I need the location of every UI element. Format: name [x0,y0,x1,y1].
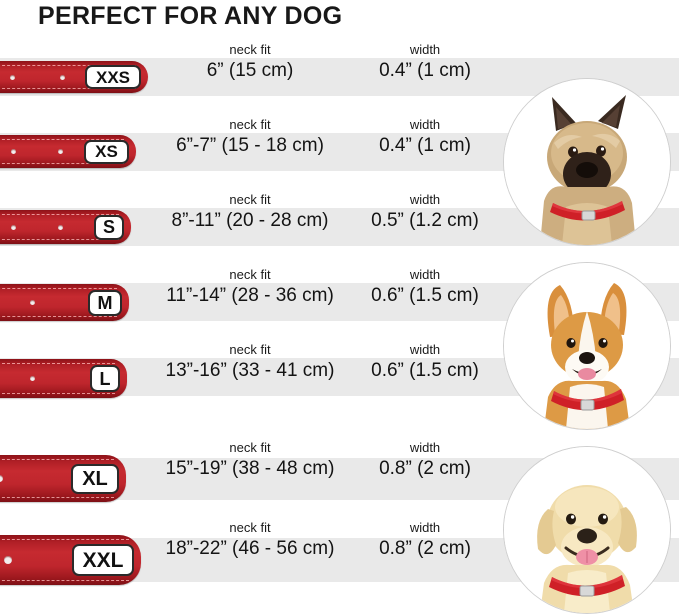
column-header-width: width [409,520,441,535]
neck-fit-value: 15”-19” (38 - 48 cm) [165,458,335,479]
neck-fit-value: 18”-22” (46 - 56 cm) [165,538,335,559]
stitch-line [0,316,117,317]
labrador-illustration [504,447,670,613]
stitch-line [0,88,136,89]
neck-fit-value: 8”-11” (20 - 28 cm) [171,210,329,231]
collar-hole [58,149,63,154]
collar-hole [11,149,16,154]
table-row: neck fit width 15”-19” (38 - 48 cm) 0.8”… [0,440,679,515]
neck-fit-value: 6”-7” (15 - 18 cm) [176,135,324,156]
width-value: 0.5” (1.2 cm) [371,210,479,231]
stitch-line [0,65,136,66]
column-header-width: width [409,192,441,207]
terrier-photo [503,78,671,246]
table-row: neck fit width 13”-16” (33 - 41 cm) 0.6”… [0,342,679,417]
width-value: 0.4” (1 cm) [379,135,471,156]
size-badge: M [88,289,122,316]
column-header-width: width [409,117,441,132]
collar-hole [10,74,15,80]
size-badge: XXL [72,544,134,576]
width-value: 0.6” (1.5 cm) [371,360,479,381]
table-row: neck fit width 11”-14” (28 - 36 cm) 0.6”… [0,267,679,342]
column-header-neck-fit: neck fit [229,117,271,132]
size-badge: XXS [85,65,141,89]
neck-fit-value: 13”-16” (33 - 41 cm) [165,360,335,381]
neck-fit-value: 11”-14” (28 - 36 cm) [166,285,334,306]
width-value: 0.8” (2 cm) [379,458,471,479]
stitch-line [0,163,124,164]
column-header-width: width [409,267,441,282]
corfi-photo-wrapper [503,262,671,430]
stitch-line [0,139,124,140]
stitch-line [0,214,119,215]
column-header-width: width [409,42,441,57]
collar-strip-s: S [0,210,131,244]
collar-strip-xxl: XXL [0,535,141,585]
column-header-neck-fit: neck fit [229,440,271,455]
size-badge: S [94,214,124,240]
column-header-neck-fit: neck fit [229,192,271,207]
neck-fit-value: 6” (15 cm) [206,60,294,81]
column-header-width: width [409,342,441,357]
column-header-width: width [409,440,441,455]
table-row: neck fit width 8”-11” (20 - 28 cm) 0.5” … [0,192,679,267]
table-row: neck fit width 6”-7” (15 - 18 cm) 0.4” (… [0,117,679,192]
collar-hole [4,556,12,564]
stitch-line [0,459,114,460]
collar-strip-m: M [0,284,129,321]
labrador-photo [503,446,671,614]
collar-hole [11,224,16,230]
stitch-line [0,580,129,581]
collar-hole [30,300,35,305]
stitch-line [0,393,115,394]
collar-hole [30,376,35,381]
column-header-neck-fit: neck fit [229,267,271,282]
collar-strip-l: L [0,359,127,398]
column-header-neck-fit: neck fit [229,42,271,57]
stitch-line [0,497,114,498]
column-header-neck-fit: neck fit [229,342,271,357]
table-row: neck fit width 6” (15 cm) 0.4” (1 cm) [0,42,679,117]
width-value: 0.8” (2 cm) [379,538,471,559]
size-badge: XS [84,139,129,164]
width-value: 0.6” (1.5 cm) [371,285,479,306]
collar-strip-xs: XS [0,135,136,168]
stitch-line [0,363,115,364]
stitch-line [0,239,119,240]
collar-hole [58,224,63,230]
collar-hole [0,475,3,482]
collar-strip-xxs: XXS [0,61,148,93]
stitch-line [0,288,117,289]
width-value: 0.4” (1 cm) [379,60,471,81]
terrier-illustration [504,79,670,245]
table-row: neck fit width 18”-22” (46 - 56 cm) 0.8”… [0,520,679,595]
stitch-line [0,539,129,540]
column-header-neck-fit: neck fit [229,520,271,535]
size-badge: L [90,365,120,392]
collar-strip-xl: XL [0,455,126,502]
corgi-illustration [504,263,670,429]
size-badge: XL [71,463,119,494]
page-title: PERFECT FOR ANY DOG [38,2,343,30]
collar-hole [60,74,65,80]
